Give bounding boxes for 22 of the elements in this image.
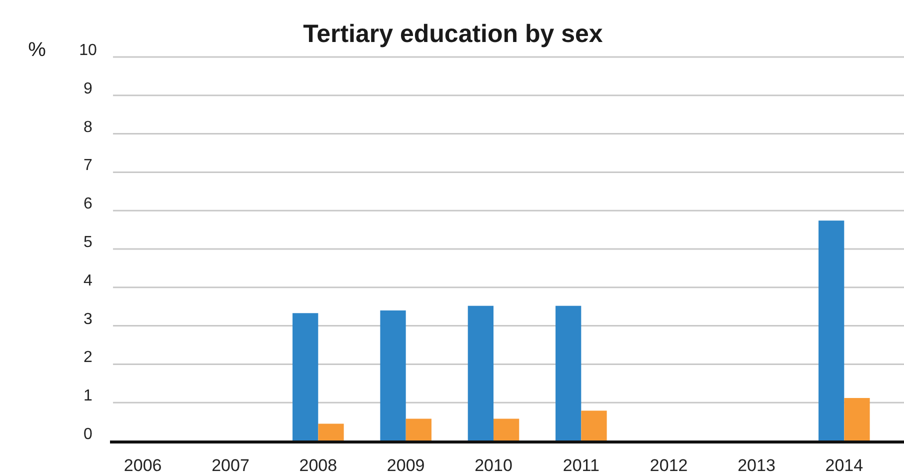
- y-tick-label: 4: [84, 272, 93, 290]
- x-tick-label: 2013: [738, 456, 776, 475]
- y-axis-title: %: [28, 39, 46, 61]
- x-tick-label: 2012: [650, 456, 688, 475]
- y-tick-label: 8: [84, 118, 93, 136]
- x-tick-label: 2011: [562, 456, 600, 475]
- x-tick-label: 2010: [474, 456, 512, 475]
- x-tick-label: 2006: [124, 456, 162, 475]
- chart-title: Tertiary education by sex: [303, 20, 603, 48]
- x-tick-label: 2014: [825, 456, 864, 475]
- y-tick-label: 7: [84, 157, 93, 174]
- x-tick-label: 2009: [386, 456, 425, 475]
- y-tick-label: 6: [84, 196, 93, 213]
- y-tick-label: 2: [84, 349, 93, 366]
- y-tick-label: 9: [84, 80, 93, 98]
- y-tick-label: 0: [84, 426, 93, 443]
- x-tick-label: 2007: [212, 456, 250, 475]
- y-tick-label: 10: [79, 42, 97, 59]
- y-tick-label: 5: [84, 234, 93, 251]
- y-tick-label: 1: [84, 388, 93, 405]
- y-tick-label: 3: [84, 310, 93, 328]
- x-tick-label: 2008: [299, 456, 338, 475]
